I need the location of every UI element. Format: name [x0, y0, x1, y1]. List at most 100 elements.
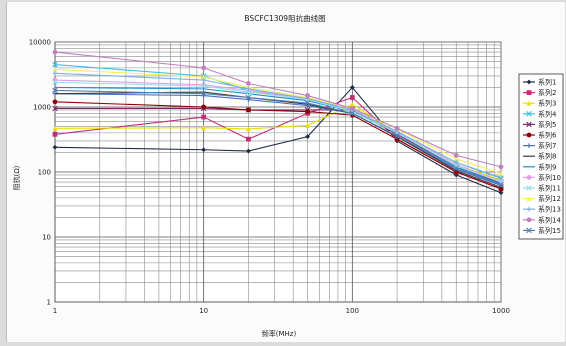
- data-point: [52, 125, 58, 131]
- legend-item: 系列7: [523, 141, 556, 150]
- data-point: [52, 144, 58, 150]
- x-tick-label: 100: [346, 307, 359, 315]
- data-point: [201, 104, 207, 110]
- legend-item: 系列6: [523, 131, 557, 140]
- data-point: [394, 133, 400, 139]
- data-point: [201, 74, 207, 80]
- data-point: [498, 178, 504, 184]
- x-tick-label: 1: [53, 307, 57, 315]
- legend-label: 系列8: [538, 152, 556, 161]
- axis-ticks: 10000 1000 100 10 11 10 100 1000: [29, 39, 510, 316]
- series-14: [52, 49, 504, 170]
- data-point: [304, 100, 311, 106]
- data-point: [201, 125, 207, 131]
- legend-label: 系列2: [538, 88, 556, 97]
- series-8: [54, 91, 502, 188]
- legend-item: 系列3: [523, 99, 556, 108]
- data-point: [52, 79, 58, 86]
- data-point: [246, 107, 251, 113]
- data-point: [201, 147, 207, 153]
- legend-item: 系列1: [523, 78, 556, 87]
- legend-marker: [526, 185, 532, 191]
- data-point: [349, 106, 355, 111]
- legend-marker: [526, 227, 532, 234]
- chart-title: BSCFC1309阻抗曲线图: [244, 13, 325, 23]
- data-point: [349, 110, 356, 117]
- legend-marker: [526, 100, 532, 106]
- legend-marker: [526, 143, 532, 148]
- series-13: [52, 70, 504, 181]
- data-point: [200, 83, 207, 89]
- y-tick-label: 10000: [29, 39, 51, 47]
- x-tick-label: 1000: [492, 307, 510, 315]
- data-point: [246, 148, 251, 154]
- legend-label: 系列12: [538, 194, 561, 203]
- data-point: [246, 136, 251, 142]
- series-line: [54, 89, 502, 186]
- legend-label: 系列4: [538, 109, 557, 118]
- legend-label: 系列5: [538, 120, 556, 129]
- legend-item: 系列2: [523, 88, 556, 97]
- legend-marker: [526, 111, 532, 117]
- legend-marker: [526, 175, 532, 180]
- data-point: [52, 99, 58, 105]
- legend-label: 系列3: [538, 99, 556, 108]
- plot-grid: [54, 41, 502, 303]
- data-point: [453, 156, 459, 162]
- legend-item: 系列14: [523, 215, 561, 224]
- data-point: [498, 186, 504, 192]
- data-point: [201, 114, 207, 120]
- data-point: [305, 123, 310, 128]
- y-axis-label: 阻抗(Ω): [12, 165, 21, 190]
- legend-item: 系列10: [523, 173, 561, 182]
- legend-label: 系列15: [538, 226, 561, 235]
- data-point: [305, 109, 310, 114]
- legend-item: 系列15: [523, 226, 561, 235]
- legend-item: 系列11: [523, 184, 561, 193]
- data-point: [245, 89, 252, 95]
- x-tick-label: 10: [199, 307, 208, 315]
- series-line: [54, 72, 502, 179]
- data-point: [349, 101, 355, 107]
- legend-label: 系列14: [538, 215, 561, 224]
- y-tick-label: 1000: [33, 104, 51, 112]
- legend-label: 系列11: [538, 184, 561, 193]
- legend-box: [518, 73, 564, 240]
- legend-item: 系列12: [523, 194, 561, 203]
- series-line: [54, 86, 502, 194]
- legend-item: 系列8: [523, 152, 556, 161]
- legend-marker: [526, 121, 532, 128]
- data-point: [453, 165, 460, 171]
- data-point: [246, 86, 251, 92]
- data-point: [245, 94, 252, 101]
- data-point: [305, 93, 310, 98]
- data-point: [498, 164, 504, 170]
- series-line: [54, 68, 502, 174]
- data-point: [453, 160, 459, 165]
- y-tick-label: 10: [42, 234, 51, 242]
- data-point: [246, 81, 251, 86]
- legend-item: 系列9: [523, 162, 556, 171]
- legend-item: 系列13: [523, 205, 561, 214]
- data-point: [52, 105, 58, 112]
- legend-item: 系列5: [523, 120, 556, 129]
- data-point: [394, 125, 400, 131]
- series-line: [54, 51, 502, 168]
- series-line: [54, 93, 502, 187]
- data-point: [498, 181, 504, 188]
- data-point: [498, 190, 504, 196]
- legend-marker: [526, 132, 532, 138]
- legend-marker: [526, 79, 532, 85]
- legend-label: 系列1: [538, 78, 556, 87]
- impedance-chart: BSCFC1309阻抗曲线图 频率(MHz) 阻抗(Ω) 10000100010…: [12, 13, 564, 338]
- data-point: [394, 136, 400, 142]
- y-tick-label: 1: [47, 299, 51, 307]
- legend-label: 系列13: [538, 205, 561, 214]
- legend-marker: [526, 206, 532, 212]
- data-point: [305, 134, 310, 140]
- series-line: [54, 91, 502, 188]
- legend-label: 系列10: [538, 173, 561, 182]
- legend-marker: [526, 90, 532, 95]
- legend-label: 系列6: [538, 131, 557, 140]
